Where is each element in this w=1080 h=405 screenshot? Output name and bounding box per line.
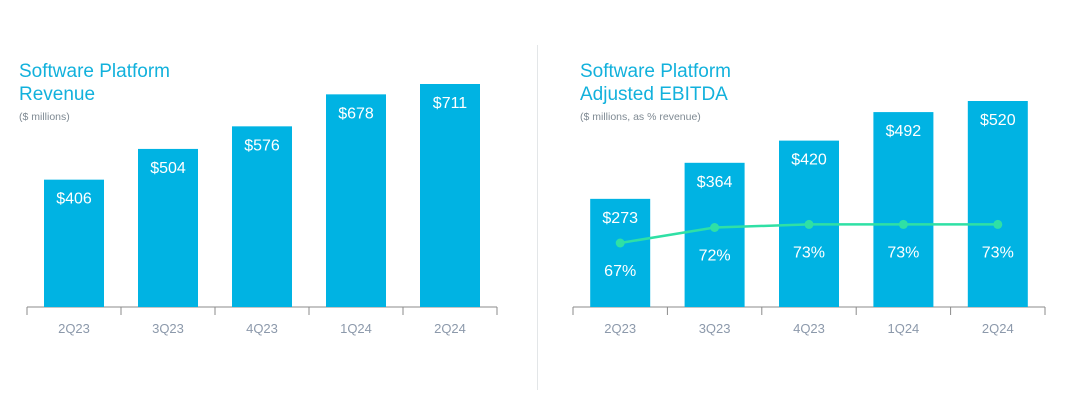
margin-point <box>993 219 1003 229</box>
ebitda-title-line2: Adjusted EBITDA <box>580 84 728 105</box>
x-tick-label: 4Q23 <box>246 321 278 336</box>
margin-point <box>804 219 814 229</box>
bar-2Q24 <box>420 84 480 307</box>
bar-value-label: $364 <box>697 174 733 191</box>
revenue-chart-subtitle: ($ millions) <box>19 111 70 123</box>
revenue-chart-title: Software Platform Revenue <box>19 60 170 106</box>
x-tick-label: 1Q24 <box>340 321 372 336</box>
ebitda-bar-chart: $273 2Q23 $364 3Q23 $420 4Q23 $492 1Q24 $520 2Q24… <box>572 101 1046 336</box>
bar-4Q23 <box>232 126 292 308</box>
bar-value-label: $520 <box>980 112 1016 129</box>
bar-value-label: $711 <box>433 95 468 112</box>
ebitda-chart-subtitle: ($ millions, as % revenue) <box>580 111 701 123</box>
margin-label: 73% <box>982 244 1014 261</box>
revenue-title-line1: Software Platform <box>19 61 170 82</box>
x-tick-label: 3Q23 <box>152 321 184 336</box>
margin-point <box>615 238 625 248</box>
ebitda-chart-title: Software Platform Adjusted EBITDA <box>580 60 731 106</box>
bar-2Q24 <box>967 101 1028 307</box>
bar-value-label: $576 <box>244 137 280 154</box>
bar-2Q23 <box>590 198 651 307</box>
margin-label: 72% <box>699 248 731 265</box>
revenue-chart-panel: Software Platform Revenue ($ millions) $… <box>19 60 498 336</box>
margin-point <box>898 219 908 229</box>
bar-value-label: $678 <box>338 105 374 122</box>
x-tick-label: 2Q24 <box>434 321 466 336</box>
x-tick-label: 1Q24 <box>887 321 919 336</box>
bar-value-label: $504 <box>150 160 186 177</box>
bar-value-label: $492 <box>886 123 922 140</box>
panel-divider <box>537 45 538 390</box>
x-tick-label: 2Q23 <box>58 321 90 336</box>
margin-point <box>710 223 720 232</box>
bar-1Q24 <box>873 112 934 307</box>
x-tick-label: 2Q23 <box>604 321 636 336</box>
margin-label: 73% <box>793 244 825 261</box>
ebitda-chart-panel: Software Platform Adjusted EBITDA ($ mil… <box>540 0 1080 405</box>
bar-value-label: $420 <box>791 152 827 169</box>
bar-value-label: $273 <box>602 210 638 227</box>
ebitda-title-line1: Software Platform <box>580 61 731 82</box>
bar-3Q23 <box>684 162 745 307</box>
revenue-bar-chart: $406 2Q23 $504 3Q23 $576 4Q23 $678 1Q24 $711 2Q24 <box>26 84 498 336</box>
revenue-title-line2: Revenue <box>19 84 96 105</box>
x-tick-label: 3Q23 <box>699 321 731 336</box>
bar-2Q23 <box>44 179 104 307</box>
bar-value-label: $406 <box>56 191 92 208</box>
margin-label: 67% <box>604 263 636 280</box>
x-tick-label: 2Q24 <box>982 321 1014 336</box>
x-tick-label: 4Q23 <box>793 321 825 336</box>
margin-label: 73% <box>887 244 919 261</box>
bar-3Q23 <box>138 148 198 307</box>
bar-1Q24 <box>326 94 386 307</box>
